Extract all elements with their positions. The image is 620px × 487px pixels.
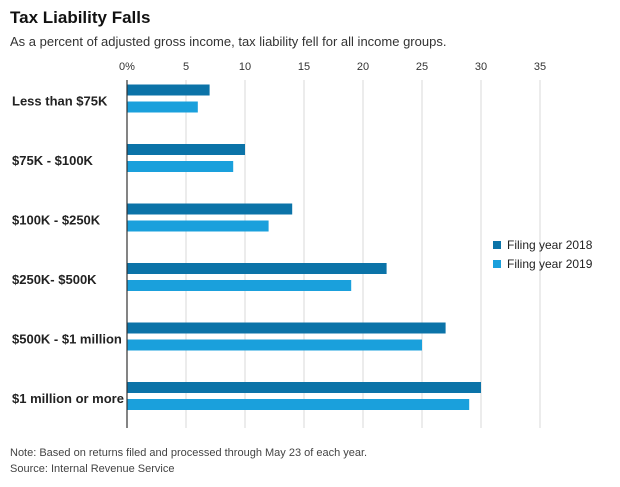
category-label: $500K - $1 million — [12, 332, 122, 347]
bar-2018 — [127, 322, 446, 334]
bar-2019 — [127, 399, 470, 410]
bar-2018 — [127, 144, 245, 155]
legend-item-2018: Filing year 2018 — [493, 235, 592, 254]
legend-swatch-2019 — [493, 259, 501, 268]
legend-swatch-2018 — [493, 240, 501, 249]
x-tick-label: 30 — [475, 61, 487, 73]
footnote: Note: Based on returns filed and process… — [10, 447, 368, 459]
category-label: $100K - $250K — [12, 213, 101, 228]
category-label: $75K - $100K — [12, 153, 94, 168]
bar-2018 — [127, 203, 293, 215]
x-tick-label: 15 — [298, 61, 310, 73]
bar-2018 — [127, 263, 387, 274]
category-label: $1 million or more — [12, 391, 124, 406]
legend-item-2019: Filing year 2019 — [493, 254, 592, 273]
category-label: Less than $75K — [12, 94, 108, 109]
bar-2018 — [127, 84, 210, 96]
bar-2019 — [127, 161, 234, 172]
x-tick-label: 5 — [183, 61, 189, 73]
bar-2019 — [127, 280, 352, 291]
x-tick-label: 35 — [534, 61, 546, 73]
x-tick-label: 10 — [239, 61, 251, 73]
legend: Filing year 2018 Filing year 2019 — [493, 235, 592, 273]
bar-2019 — [127, 339, 422, 351]
bar-2019 — [127, 220, 269, 232]
legend-label-2019: Filing year 2019 — [507, 256, 593, 271]
bar-2018 — [127, 382, 481, 393]
x-tick-label: 20 — [357, 61, 369, 73]
chart-title: Tax Liability Falls — [10, 8, 151, 27]
chart-subtitle: As a percent of adjusted gross income, t… — [10, 34, 447, 49]
source-note: Source: Internal Revenue Service — [10, 463, 175, 475]
bar-2019 — [127, 101, 198, 113]
x-tick-label: 0% — [119, 61, 135, 73]
legend-label-2018: Filing year 2018 — [507, 237, 593, 252]
category-label: $250K- $500K — [12, 272, 97, 287]
x-tick-label: 25 — [416, 61, 428, 73]
